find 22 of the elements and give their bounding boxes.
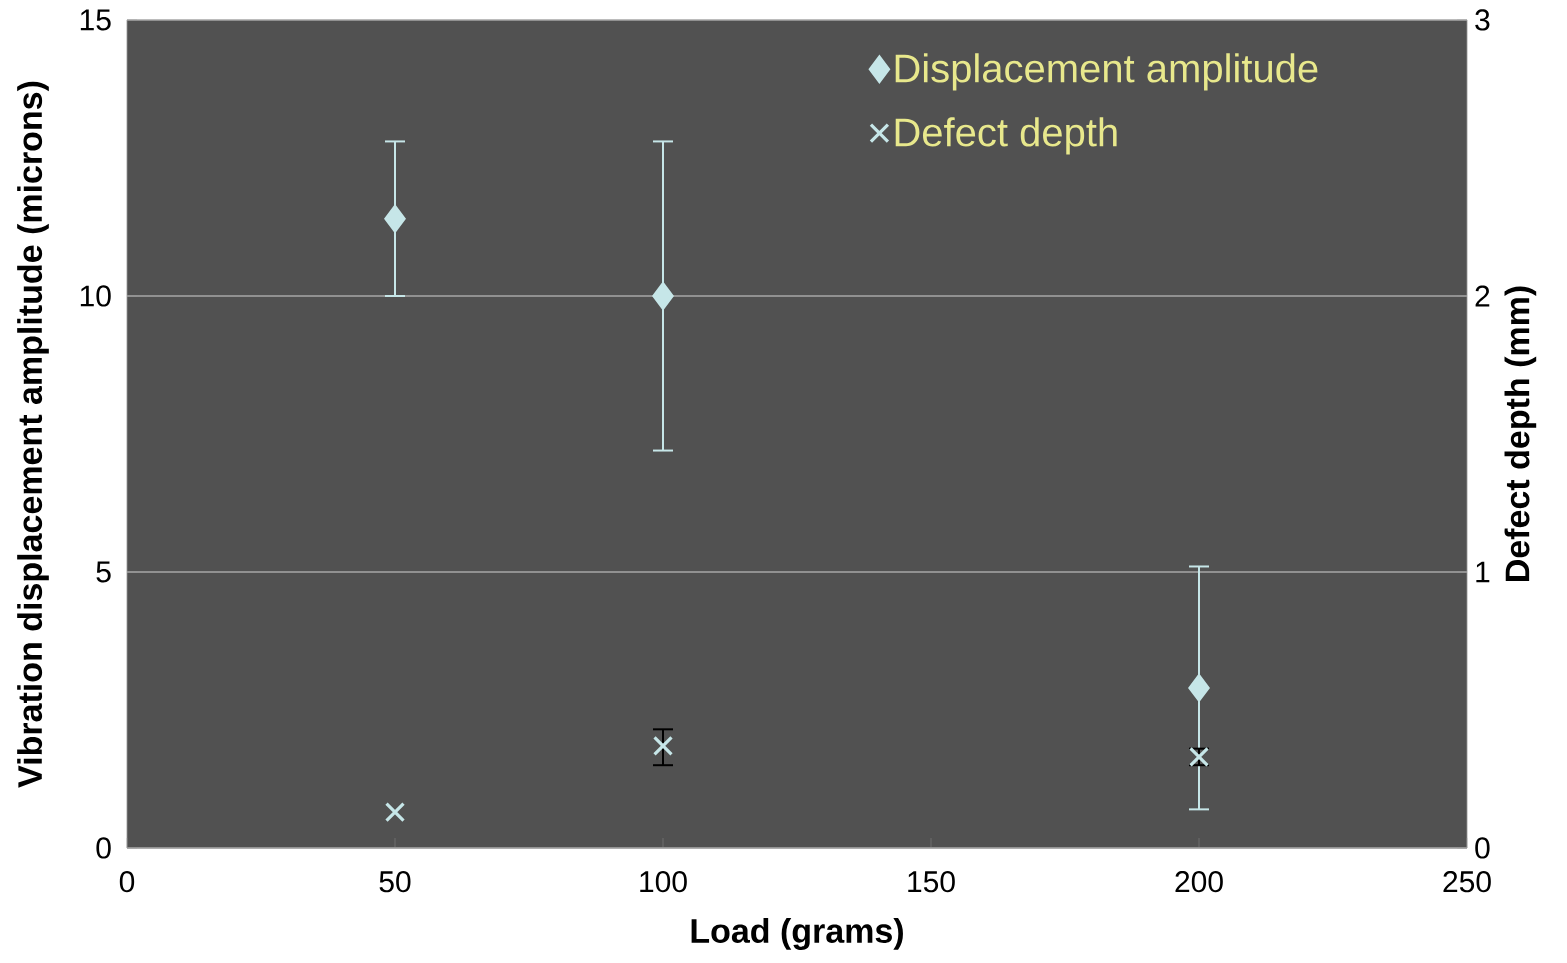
x-tick-label: 50 bbox=[379, 871, 411, 893]
x-axis-title: Load (grams) bbox=[691, 918, 903, 950]
x-tick-label: 250 bbox=[1443, 871, 1491, 893]
legend-label: Defect depth bbox=[895, 117, 1117, 155]
x-tick-label: 200 bbox=[1175, 871, 1223, 893]
y2-axis-title: Defect depth (mm) bbox=[1504, 286, 1537, 581]
y2-tick-label: 2 bbox=[1475, 285, 1490, 307]
point bbox=[384, 205, 406, 233]
y-tick-label: 0 bbox=[96, 837, 111, 859]
x-tick-label: 0 bbox=[119, 871, 135, 893]
y-tick-label: 5 bbox=[96, 561, 111, 583]
y2-tick-label: 1 bbox=[1476, 561, 1490, 583]
point bbox=[1188, 674, 1210, 702]
y2-tick-label: 3 bbox=[1475, 9, 1490, 31]
y-tick-label: 10 bbox=[80, 285, 111, 307]
legend-label: Displacement amplitude bbox=[895, 53, 1318, 91]
y-tick-label: 15 bbox=[80, 9, 111, 31]
x-tick-label: 100 bbox=[640, 871, 687, 893]
x-tick-label: 150 bbox=[908, 871, 955, 893]
y2-tick-label: 0 bbox=[1475, 837, 1490, 859]
y-axis-title: Vibration displacement amplitude (microns) bbox=[17, 81, 49, 788]
point bbox=[652, 282, 674, 310]
